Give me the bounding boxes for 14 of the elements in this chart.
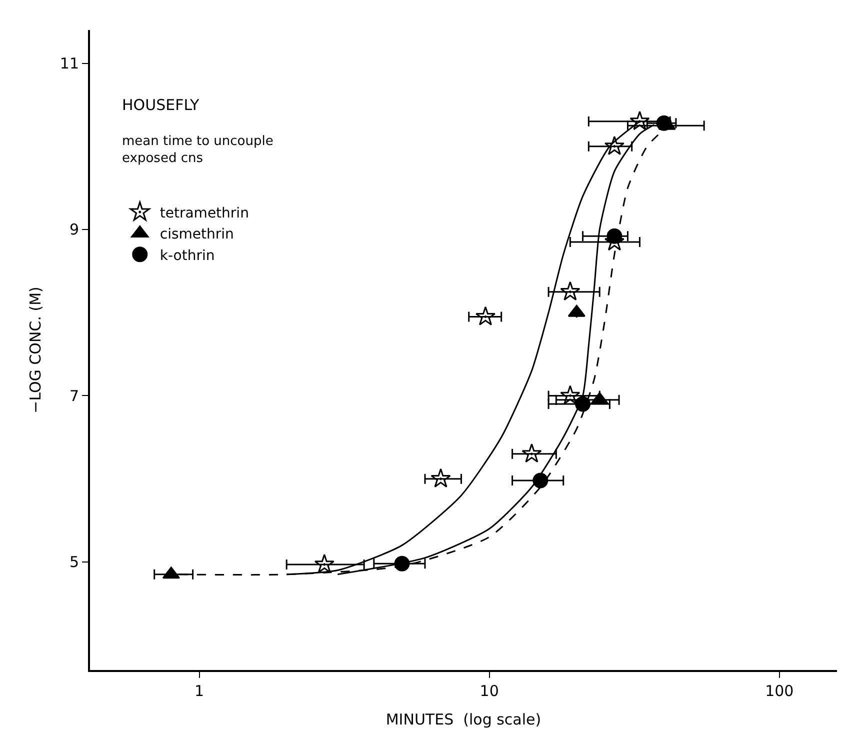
annotation: mean time to uncouple exposed cns [122,134,274,166]
y-tick-label: 7 [69,386,79,405]
x-tick-label: 100 [765,682,794,700]
y-axis-title: −LOG CONC. (M) [26,286,45,414]
legend-label: cismethrin [160,226,234,243]
x-axis-title: MINUTES (log scale) [386,710,542,728]
legend-label: tetramethrin [160,205,249,222]
y-tick-label: 9 [69,220,79,239]
y-tick-label: 5 [69,553,79,572]
x-tick-label: 1 [194,682,204,700]
x-tick-label: 10 [480,682,499,700]
y-tick-label: 11 [60,54,79,72]
legend-label: k-othrin [160,248,215,264]
annotation: HOUSEFLY [122,96,200,114]
